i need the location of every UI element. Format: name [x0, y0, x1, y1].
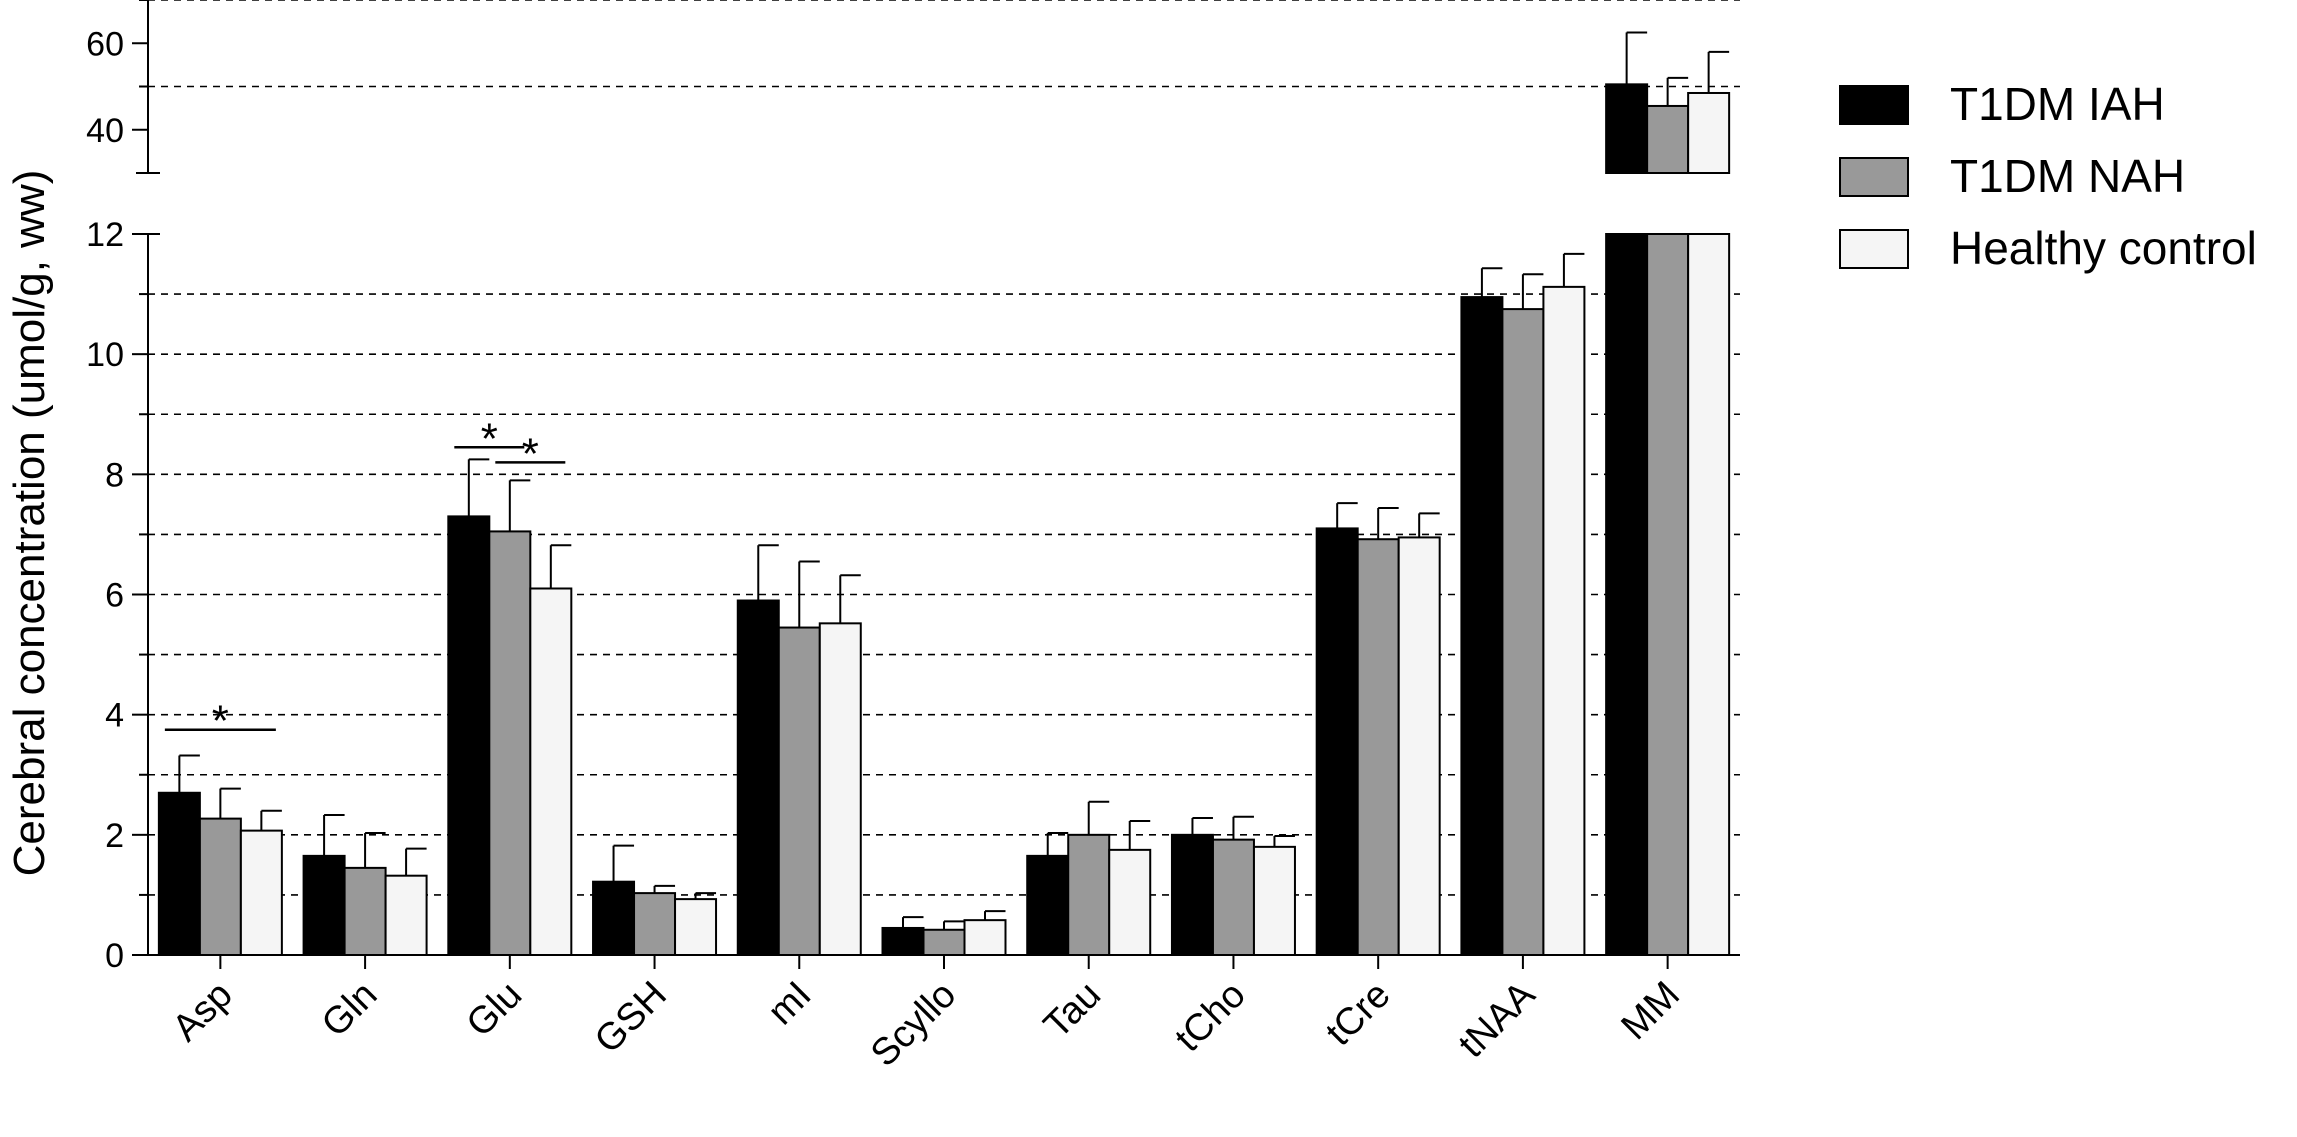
x-axis: Asp Gln Glu GSH mI Scyllo Tau tCho tCre tNAA MM	[148, 954, 1740, 1075]
significance-star: *	[212, 697, 229, 746]
x-tick-label: tCre	[1318, 974, 1398, 1054]
bar	[963, 919, 1007, 957]
bar	[198, 817, 242, 956]
legend-label: Healthy control	[1950, 222, 2257, 274]
bar	[1501, 308, 1545, 956]
x-tick-label: Gln	[314, 974, 386, 1046]
y-axis-label: Cerebral concentration (umol/g, ww)	[5, 170, 54, 877]
legend-label: T1DM IAH	[1950, 78, 2165, 130]
bar-upper	[1605, 83, 1649, 174]
bar	[529, 587, 573, 956]
bar	[1542, 285, 1586, 956]
bars	[157, 83, 1731, 957]
bar	[1356, 538, 1400, 956]
significance-markers: * * *	[164, 414, 566, 746]
legend-label: T1DM NAH	[1950, 150, 2185, 202]
bar	[157, 791, 201, 957]
bar	[674, 898, 718, 956]
bar	[343, 866, 387, 956]
bar-upper	[1687, 91, 1731, 174]
bar	[1026, 854, 1070, 956]
y-tick-label: 40	[86, 112, 124, 150]
bar	[1211, 838, 1255, 957]
bar	[736, 599, 780, 957]
y-tick-label: 12	[86, 216, 124, 254]
legend-swatch	[1839, 229, 1909, 269]
bar	[1108, 848, 1152, 957]
bar	[1687, 233, 1731, 956]
bar	[384, 874, 428, 956]
x-tick-label: Scyllo	[863, 974, 964, 1075]
significance-star: *	[522, 429, 539, 478]
y-tick-label: 4	[105, 697, 124, 735]
bar	[922, 928, 966, 957]
x-tick-label: mI	[760, 974, 820, 1034]
bar	[1397, 536, 1441, 956]
legend-swatch	[1839, 85, 1909, 125]
bar	[447, 515, 491, 956]
y-tick-label: 8	[105, 456, 124, 494]
legend-swatch	[1839, 157, 1909, 197]
y-axis: 0 2 4 6 8 10 12 40 60	[86, 0, 160, 975]
bar	[881, 926, 925, 957]
bar	[1605, 233, 1649, 956]
bar	[818, 622, 862, 957]
y-tick-label: 0	[105, 937, 124, 975]
x-tick-label: tNAA	[1451, 973, 1544, 1066]
x-tick-label: Asp	[165, 974, 241, 1050]
legend: T1DM IAH T1DM NAH Healthy control	[1839, 78, 2257, 274]
y-tick-label: 60	[86, 25, 124, 63]
x-tick-label: MM	[1614, 974, 1688, 1048]
error-bars	[178, 31, 1730, 930]
x-tick-label: GSH	[587, 974, 675, 1062]
y-tick-label: 2	[105, 817, 124, 855]
bar	[1170, 833, 1214, 956]
bar	[302, 854, 346, 956]
bar	[488, 530, 532, 956]
bar	[633, 892, 677, 957]
y-tick-label: 10	[86, 336, 124, 374]
bar	[1646, 233, 1690, 956]
x-tick-label: tCho	[1167, 974, 1253, 1060]
significance-star: *	[481, 414, 498, 463]
bar	[777, 626, 821, 956]
y-tick-label: 6	[105, 577, 124, 615]
x-tick-label: Tau	[1036, 974, 1109, 1047]
bar	[239, 829, 283, 956]
bar	[1460, 296, 1504, 956]
bar	[1252, 845, 1296, 956]
x-tick-label: Glu	[459, 974, 531, 1046]
bar	[592, 880, 636, 956]
bar-upper	[1646, 104, 1690, 174]
bar	[1315, 527, 1359, 956]
bar	[1067, 833, 1111, 956]
